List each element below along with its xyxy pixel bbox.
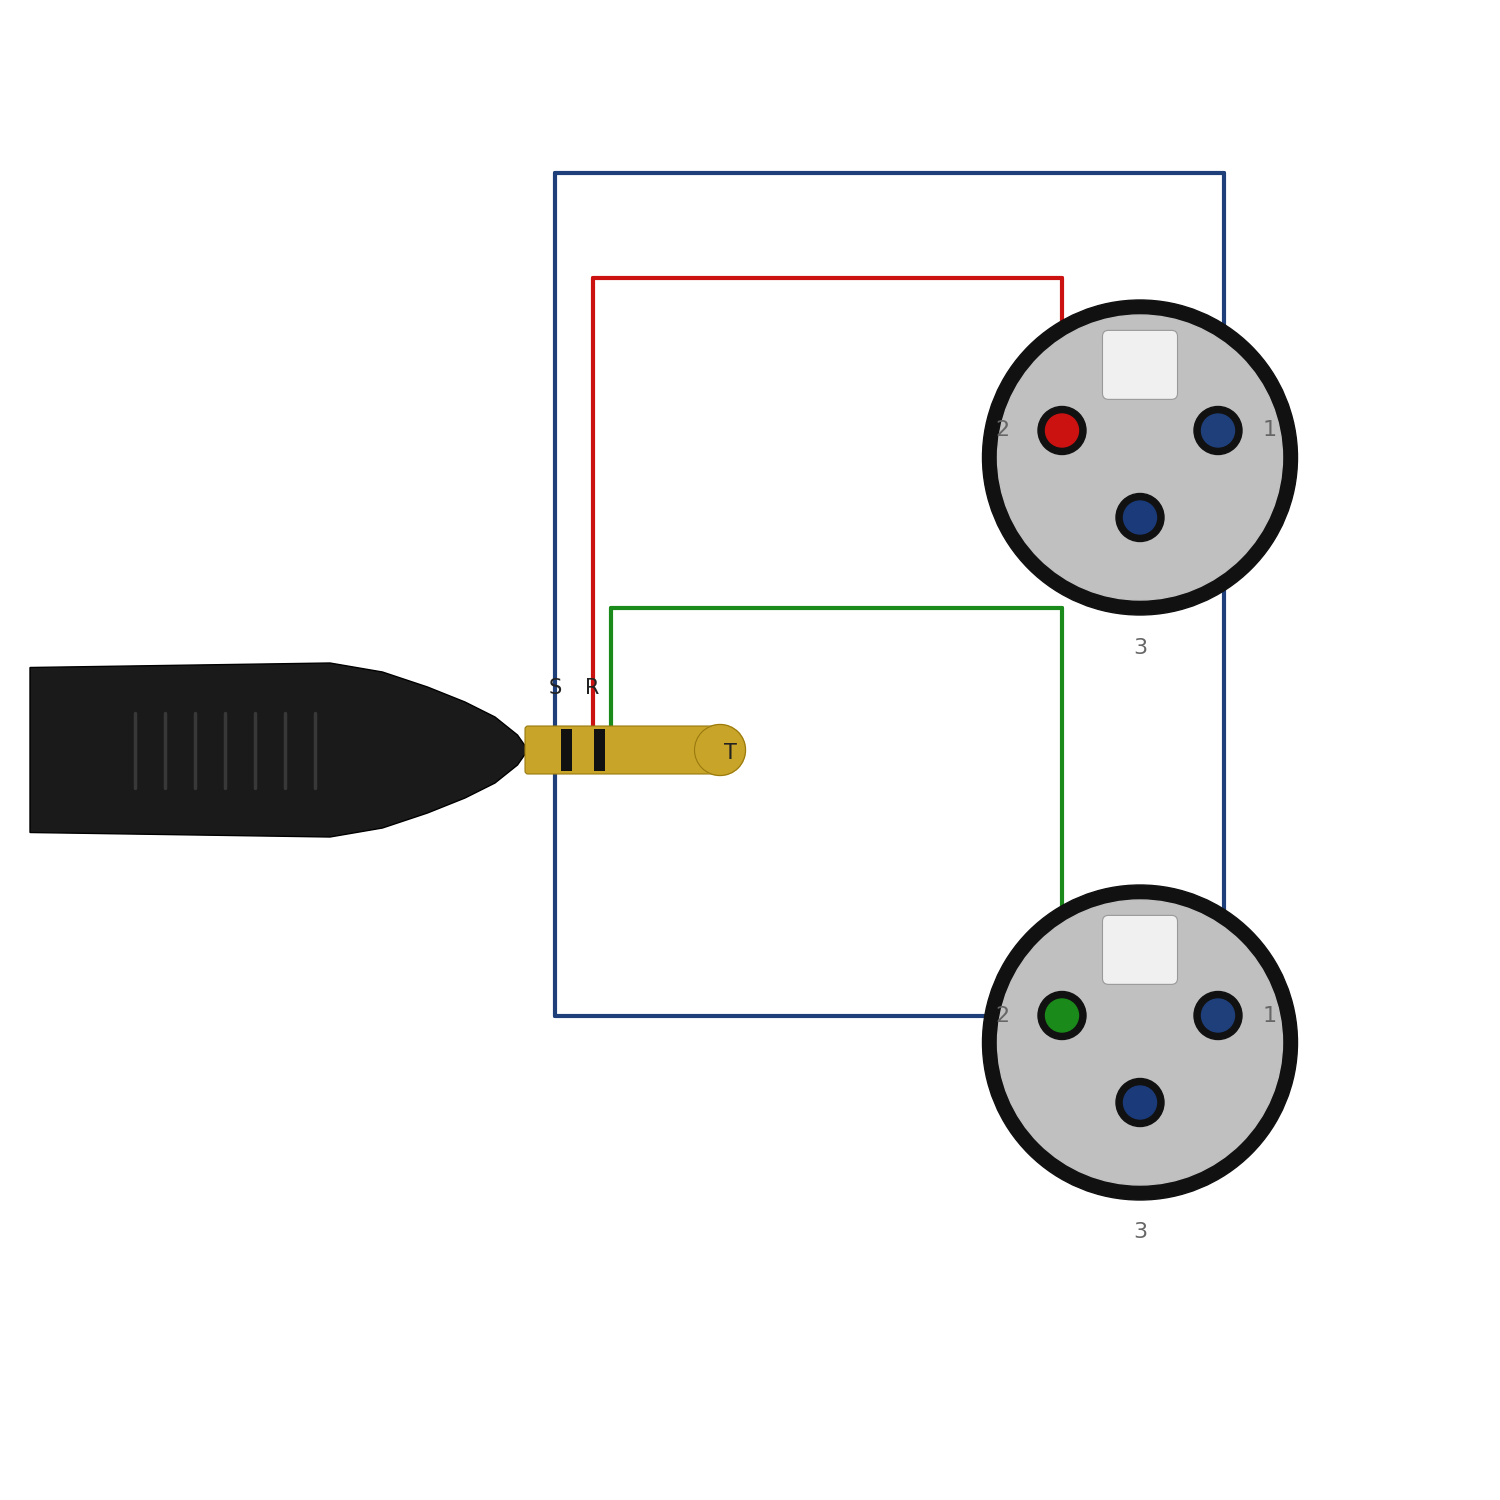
Text: S: S: [549, 678, 561, 698]
Circle shape: [694, 724, 746, 776]
Text: 1: 1: [1263, 420, 1276, 441]
FancyBboxPatch shape: [1102, 915, 1178, 984]
Circle shape: [1124, 1086, 1156, 1119]
Circle shape: [1116, 494, 1164, 542]
Text: 3: 3: [1132, 638, 1148, 657]
Circle shape: [998, 315, 1282, 600]
Circle shape: [1194, 406, 1242, 454]
Bar: [594, 729, 604, 771]
Text: R: R: [585, 678, 600, 698]
Polygon shape: [30, 663, 528, 837]
Circle shape: [1202, 999, 1234, 1032]
FancyBboxPatch shape: [525, 726, 723, 774]
Bar: [561, 729, 572, 771]
Circle shape: [1046, 999, 1078, 1032]
Circle shape: [1046, 414, 1078, 447]
Circle shape: [1038, 406, 1086, 454]
Text: 3: 3: [1132, 1222, 1148, 1242]
Circle shape: [982, 885, 1298, 1200]
Circle shape: [1038, 992, 1086, 1039]
Circle shape: [998, 900, 1282, 1185]
Circle shape: [1194, 992, 1242, 1039]
Circle shape: [1124, 501, 1156, 534]
Text: 2: 2: [996, 1005, 1010, 1026]
Text: 1: 1: [1263, 1005, 1276, 1026]
Text: T: T: [724, 742, 738, 764]
Circle shape: [982, 300, 1298, 615]
Circle shape: [1202, 414, 1234, 447]
Text: 2: 2: [996, 420, 1010, 441]
FancyBboxPatch shape: [1102, 330, 1178, 399]
Circle shape: [1116, 1078, 1164, 1126]
